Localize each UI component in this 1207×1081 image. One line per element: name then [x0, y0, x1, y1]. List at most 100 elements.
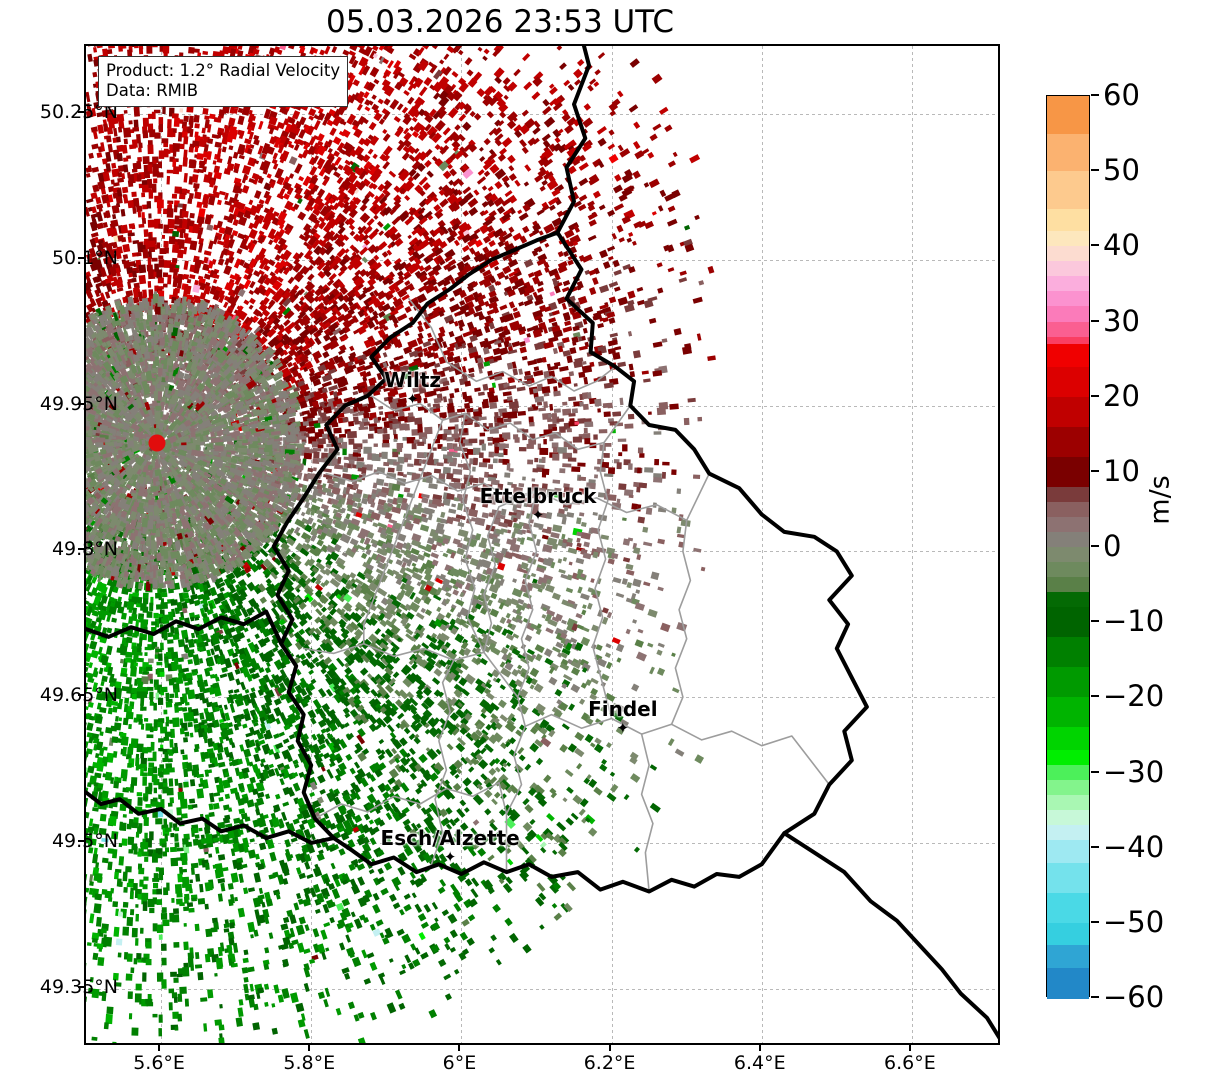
colorbar-tick-mark	[1091, 996, 1099, 998]
colorbar-tick-mark	[1091, 94, 1099, 96]
colorbar-segment	[1047, 208, 1089, 232]
colorbar-segment	[1047, 562, 1089, 578]
colorbar-segment	[1047, 261, 1089, 277]
x-tick-label: 5.6°E	[133, 1052, 185, 1074]
gridline-horizontal	[86, 551, 998, 553]
colorbar-segment	[1047, 795, 1089, 811]
colorbar-tick-mark	[1091, 244, 1099, 247]
colorbar-segment	[1047, 780, 1089, 796]
gridline-horizontal	[86, 405, 998, 407]
colorbar-segment	[1047, 531, 1089, 548]
colorbar-tick-mark	[1091, 770, 1099, 773]
gridline-vertical	[911, 46, 913, 1043]
colorbar-segment	[1047, 727, 1089, 751]
radar-map-plot[interactable]: Wiltz ✦ Ettelbruck ✦ Findel ✦ Esch/Alzette ✦ Pr…	[84, 44, 1000, 1045]
colorbar-segment	[1047, 246, 1089, 262]
x-tick-label: 5.8°E	[283, 1052, 336, 1074]
colorbar-segment	[1047, 366, 1089, 398]
colorbar-tick-label: −10	[1103, 604, 1165, 639]
colorbar-tick-mark	[1091, 620, 1099, 623]
gridline-horizontal	[86, 697, 998, 699]
colorbar-segment	[1047, 637, 1089, 668]
colorbar-segment	[1047, 810, 1089, 826]
colorbar-segment	[1047, 840, 1089, 864]
colorbar-segment	[1047, 456, 1089, 488]
colorbar-segment	[1047, 501, 1089, 518]
y-tick-mark	[78, 548, 84, 551]
colorbar-segment	[1047, 945, 1089, 969]
colorbar-segment	[1047, 133, 1089, 172]
colorbar-segment	[1047, 592, 1089, 608]
colorbar-segment	[1047, 922, 1089, 946]
colorbar-tick-label: 40	[1103, 228, 1140, 263]
colorbar-segment	[1047, 967, 1089, 999]
colorbar-tick-label: −40	[1103, 829, 1165, 864]
y-tick-mark	[78, 985, 84, 988]
gridline-vertical	[761, 46, 763, 1043]
x-tick-mark	[908, 1045, 911, 1051]
colorbar-tick-label: 30	[1103, 303, 1140, 338]
colorbar	[1046, 95, 1090, 999]
colorbar-tick-label: −30	[1103, 754, 1165, 789]
colorbar-gradient	[1047, 96, 1089, 999]
gridline-horizontal	[86, 842, 998, 844]
colorbar-tick-mark	[1091, 545, 1099, 547]
colorbar-segment	[1047, 764, 1089, 781]
gridline-vertical	[611, 46, 613, 1043]
x-tick-mark	[758, 1045, 761, 1051]
colorbar-segment	[1047, 344, 1089, 368]
colorbar-tick-label: −50	[1103, 904, 1165, 939]
info-data-line: Data: RMIB	[106, 81, 199, 101]
radar-site-marker	[148, 434, 166, 452]
colorbar-tick-mark	[1091, 394, 1099, 397]
colorbar-tick-label: −60	[1103, 980, 1165, 1014]
y-tick-mark	[78, 402, 84, 405]
colorbar-segment	[1047, 321, 1089, 338]
colorbar-tick-mark	[1091, 169, 1099, 172]
x-tick-label: 6.2°E	[583, 1052, 636, 1074]
colorbar-segment	[1047, 892, 1089, 924]
colorbar-segment	[1047, 486, 1089, 503]
y-tick-label: 49.5°N	[51, 829, 118, 852]
colorbar-tick-mark	[1091, 695, 1099, 698]
colorbar-segment	[1047, 825, 1089, 841]
colorbar-tick-mark	[1091, 469, 1099, 472]
colorbar-segment	[1047, 607, 1089, 638]
colorbar-unit-label: m/s	[1144, 475, 1176, 525]
x-tick-mark	[608, 1045, 611, 1051]
radar-echo-layer	[86, 46, 716, 1043]
colorbar-segment	[1047, 96, 1089, 135]
gridline-vertical	[311, 46, 313, 1043]
colorbar-tick-mark	[1091, 920, 1099, 923]
x-tick-label: 6°E	[442, 1052, 477, 1074]
gridline-horizontal	[86, 988, 998, 990]
info-product-line: Product: 1.2° Radial Velocity	[106, 61, 341, 80]
colorbar-segment	[1047, 516, 1089, 533]
colorbar-tick-label: 20	[1103, 378, 1140, 413]
colorbar-segment	[1047, 396, 1089, 428]
x-tick-mark	[158, 1045, 161, 1051]
x-tick-label: 6.6°E	[884, 1052, 936, 1074]
colorbar-segment	[1047, 697, 1089, 728]
border-layer	[86, 46, 998, 1040]
colorbar-segment	[1047, 577, 1089, 593]
page-title: 05.03.2026 23:53 UTC	[326, 4, 674, 40]
y-tick-mark	[78, 256, 84, 259]
x-tick-mark	[308, 1045, 311, 1051]
y-tick-mark	[78, 694, 84, 697]
y-tick-label: 49.8°N	[51, 538, 118, 561]
colorbar-segment	[1047, 171, 1089, 210]
colorbar-tick-label: 50	[1103, 153, 1140, 188]
gridline-horizontal	[86, 114, 998, 116]
colorbar-segment	[1047, 862, 1089, 894]
colorbar-segment	[1047, 291, 1089, 308]
plot-clip: Wiltz ✦ Ettelbruck ✦ Findel ✦ Esch/Alzette ✦ Pr…	[86, 46, 998, 1043]
x-tick-label: 6.4°E	[733, 1052, 786, 1074]
colorbar-segment	[1047, 426, 1089, 458]
y-tick-mark	[78, 839, 84, 842]
x-tick-mark	[458, 1045, 461, 1051]
colorbar-tick-mark	[1091, 319, 1099, 322]
colorbar-segment	[1047, 306, 1089, 323]
colorbar-tick-mark	[1091, 845, 1099, 848]
colorbar-segment	[1047, 336, 1089, 345]
